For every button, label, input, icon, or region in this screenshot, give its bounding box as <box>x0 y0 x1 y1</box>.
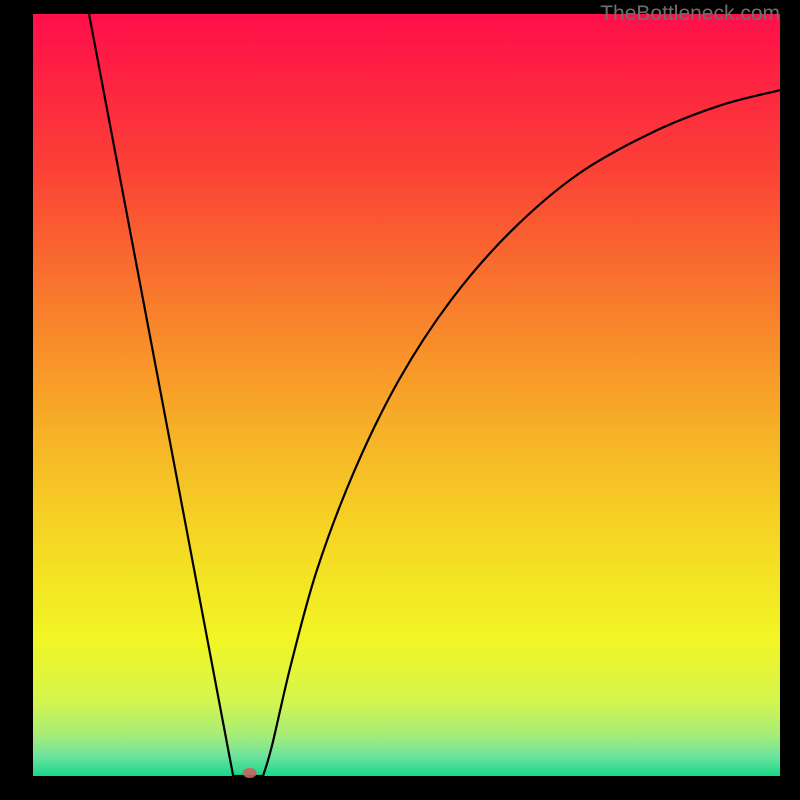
chart-stage: TheBottleneck.com <box>0 0 800 800</box>
minimum-marker <box>243 768 257 778</box>
chart-overlay <box>0 0 800 800</box>
curve-left-leg <box>89 14 233 776</box>
watermark-text: TheBottleneck.com <box>600 2 780 26</box>
curve-right-leg <box>263 90 780 776</box>
